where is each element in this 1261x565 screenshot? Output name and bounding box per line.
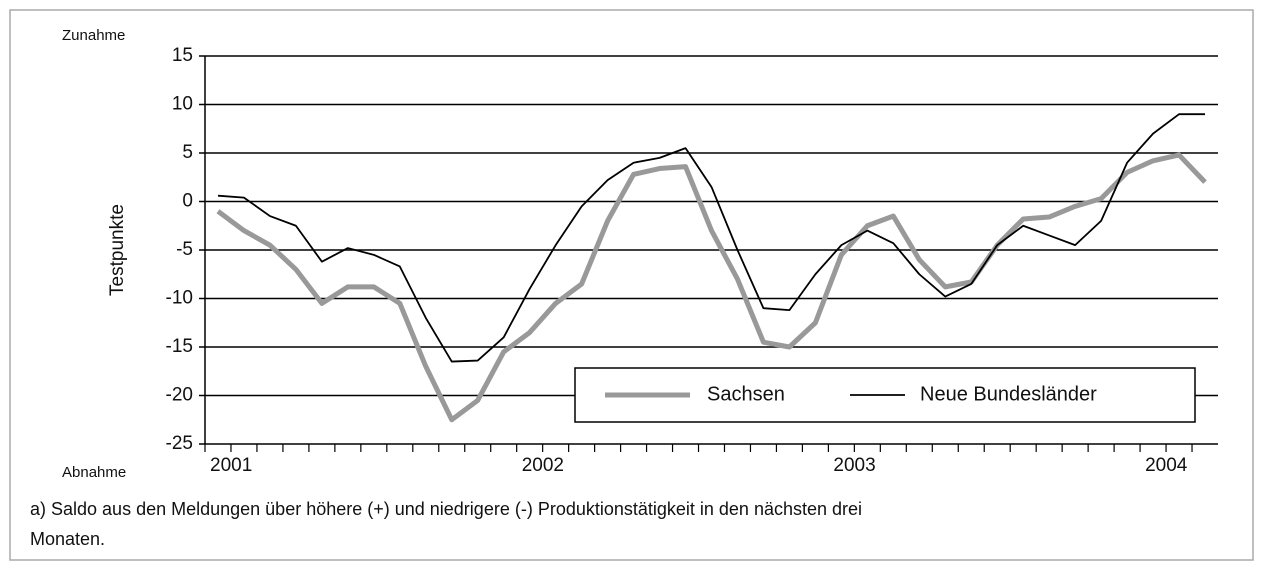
frame [9, 9, 1254, 561]
series-line [217, 113, 1206, 363]
footnote: Monaten. [30, 529, 105, 549]
top-label: Zunahme [62, 27, 125, 44]
y-tick-label: -15 [166, 336, 193, 357]
y-tick-label: 5 [182, 142, 193, 163]
x-tick-label: 2003 [833, 455, 875, 476]
y-tick-label: -10 [166, 288, 193, 309]
y-tick-label: 15 [172, 45, 193, 66]
series-line [216, 152, 1207, 423]
y-tick-label: 10 [172, 94, 193, 115]
y-tick-label: -5 [176, 239, 193, 260]
x-tick-label: 2004 [1145, 455, 1188, 476]
y-tick-label: -25 [166, 433, 193, 454]
y-tick-label: -20 [166, 385, 193, 406]
legend-label: Sachsen [707, 383, 785, 405]
y-axis-label: Testpunkte [107, 204, 128, 296]
x-tick-label: 2001 [210, 455, 252, 476]
footnote: a) Saldo aus den Meldungen über höhere (… [30, 499, 862, 519]
y-tick-label: 0 [182, 191, 193, 212]
bottom-label: Abnahme [62, 464, 126, 481]
legend-label: Neue Bundesländer [920, 383, 1097, 405]
x-tick-label: 2002 [522, 455, 564, 476]
